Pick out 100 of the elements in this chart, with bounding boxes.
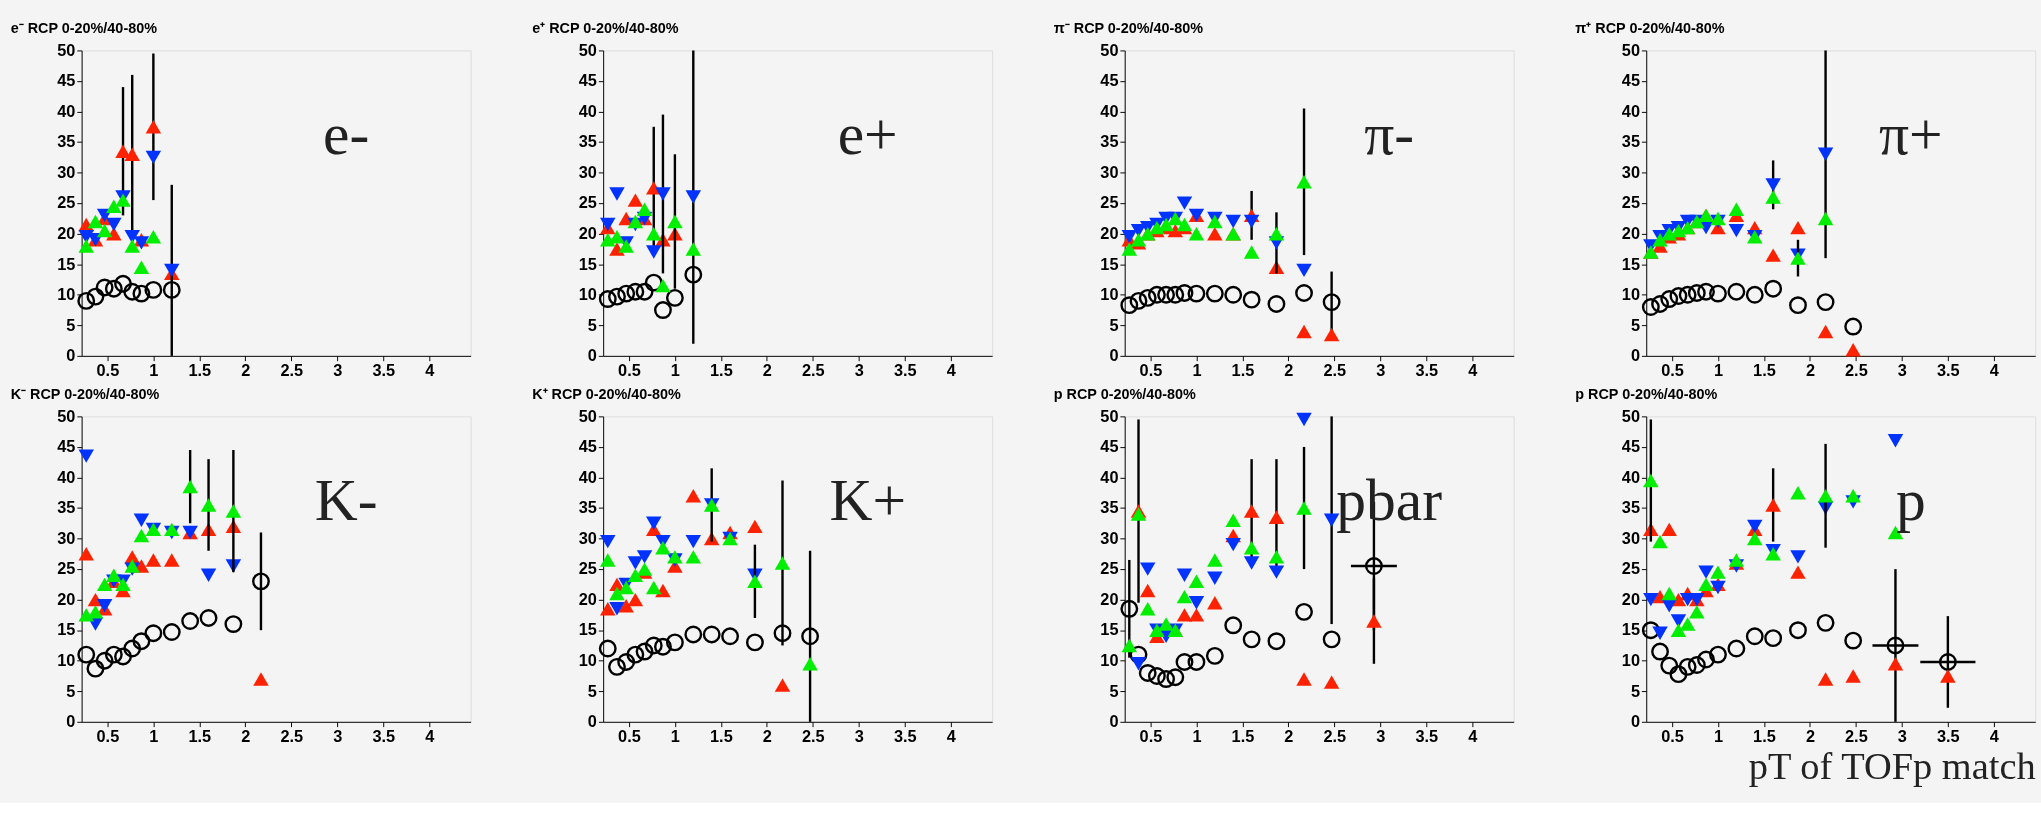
y-tick-label: 35 [1621,132,1640,151]
y-tick-label: 10 [1621,651,1640,670]
x-tick-label: 2.5 [280,360,304,379]
x-tick-label: 3 [333,360,343,379]
y-tick-label: 25 [578,193,597,212]
chart-title: K⁻ RCP 0-20%/40-80% [10,386,160,403]
y-tick-label: 35 [57,132,76,151]
x-tick-label: 3 [1897,360,1907,379]
y-tick-label: 35 [1621,498,1640,517]
x-tick-label: 1 [670,360,680,379]
y-tick-label: 40 [57,101,76,120]
y-tick-label: 30 [1100,162,1119,181]
y-tick-label: 0 [587,346,597,365]
x-tick-label: 4 [425,360,435,379]
chart-title: p RCP 0-20%/40-80% [1053,386,1197,403]
annotation: e+ [837,101,898,168]
x-tick-label: 0.5 [1139,726,1163,745]
x-tick-label: 3.5 [1937,360,1960,379]
y-tick-label: 15 [1100,254,1119,273]
y-tick-label: 35 [1100,498,1119,517]
x-tick-label: 1.5 [188,726,212,745]
x-tick-label: 1 [1713,726,1723,745]
x-tick-label: 1 [670,726,680,745]
y-tick-label: 45 [578,71,597,90]
x-tick-label: 4 [1989,726,1999,745]
x-tick-label: 1 [149,726,159,745]
x-tick-label: 1.5 [1231,360,1255,379]
y-tick-label: 30 [1621,162,1640,181]
x-tick-label: 2 [241,726,251,745]
x-tick-label: 1 [149,360,159,379]
x-tick-label: 1.5 [1753,726,1776,745]
y-tick-label: 50 [57,40,76,59]
y-tick-label: 10 [1100,285,1119,304]
y-tick-label: 20 [1621,589,1640,608]
y-tick-label: 25 [57,193,76,212]
y-tick-label: 50 [1621,406,1640,425]
y-tick-label: 30 [57,528,76,547]
y-tick-label: 40 [578,467,597,486]
y-tick-label: 0 [1109,346,1119,365]
y-tick-label: 50 [1621,40,1640,59]
y-tick-label: 40 [57,467,76,486]
y-tick-label: 0 [66,712,76,731]
y-tick-label: 40 [1100,467,1119,486]
chart-title: e⁺ RCP 0-20%/40-80% [532,20,679,37]
x-tick-label: 1 [1192,360,1202,379]
y-tick-label: 0 [1630,712,1640,731]
y-tick-label: 20 [57,223,76,242]
y-tick-label: 50 [57,406,76,425]
y-tick-label: 15 [578,254,597,273]
x-tick-label: 2.5 [1845,726,1868,745]
x-tick-label: 2 [1284,726,1294,745]
y-tick-label: 20 [1100,589,1119,608]
x-tick-label: 3 [1897,726,1907,745]
y-tick-label: 10 [1621,285,1640,304]
x-tick-label: 0.5 [96,360,120,379]
y-tick-label: 15 [1621,620,1640,639]
x-tick-label: 0.5 [618,360,641,379]
y-tick-label: 0 [1630,346,1640,365]
y-tick-label: 30 [578,162,597,181]
y-tick-label: 0 [66,346,76,365]
x-tick-label: 1.5 [1753,360,1776,379]
y-tick-label: 5 [587,315,597,334]
y-tick-label: 50 [1100,406,1119,425]
x-tick-label: 3 [854,360,864,379]
y-tick-label: 5 [1630,681,1640,700]
y-tick-label: 50 [578,406,597,425]
chart-title: K⁺ RCP 0-20%/40-80% [532,386,682,403]
chart-title: π⁻ RCP 0-20%/40-80% [1053,20,1204,37]
x-tick-label: 3 [854,726,864,745]
annotation: pbar [1336,467,1443,534]
x-tick-label: 2.5 [801,360,825,379]
y-tick-label: 0 [1109,712,1119,731]
y-tick-label: 10 [57,651,76,670]
annotation: K- [314,467,378,534]
x-tick-label: 3.5 [893,360,917,379]
y-tick-label: 25 [578,559,597,578]
y-tick-label: 45 [57,437,76,456]
x-tick-label: 4 [1468,726,1478,745]
x-tick-label: 2 [1284,360,1294,379]
y-tick-label: 5 [1109,681,1119,700]
chart-title: e⁻ RCP 0-20%/40-80% [10,20,158,37]
x-tick-label: 3.5 [372,726,396,745]
annotation: e- [323,101,370,168]
y-tick-label: 25 [57,559,76,578]
x-tick-label: 2.5 [280,726,304,745]
y-tick-label: 25 [1621,193,1640,212]
y-tick-label: 35 [578,132,597,151]
x-tick-label: 1 [1713,360,1723,379]
chart-title: p RCP 0-20%/40-80% [1575,386,1718,403]
x-tick-label: 4 [1468,360,1478,379]
y-tick-label: 25 [1100,193,1119,212]
y-tick-label: 45 [1100,71,1119,90]
x-tick-label: 3.5 [1937,726,1960,745]
x-tick-label: 1.5 [1231,726,1255,745]
y-tick-label: 10 [578,285,597,304]
y-tick-label: 50 [1100,40,1119,59]
x-tick-label: 2 [762,360,772,379]
y-tick-label: 35 [578,498,597,517]
x-tick-label: 2 [1805,726,1815,745]
chart-title: π⁺ RCP 0-20%/40-80% [1575,20,1725,37]
